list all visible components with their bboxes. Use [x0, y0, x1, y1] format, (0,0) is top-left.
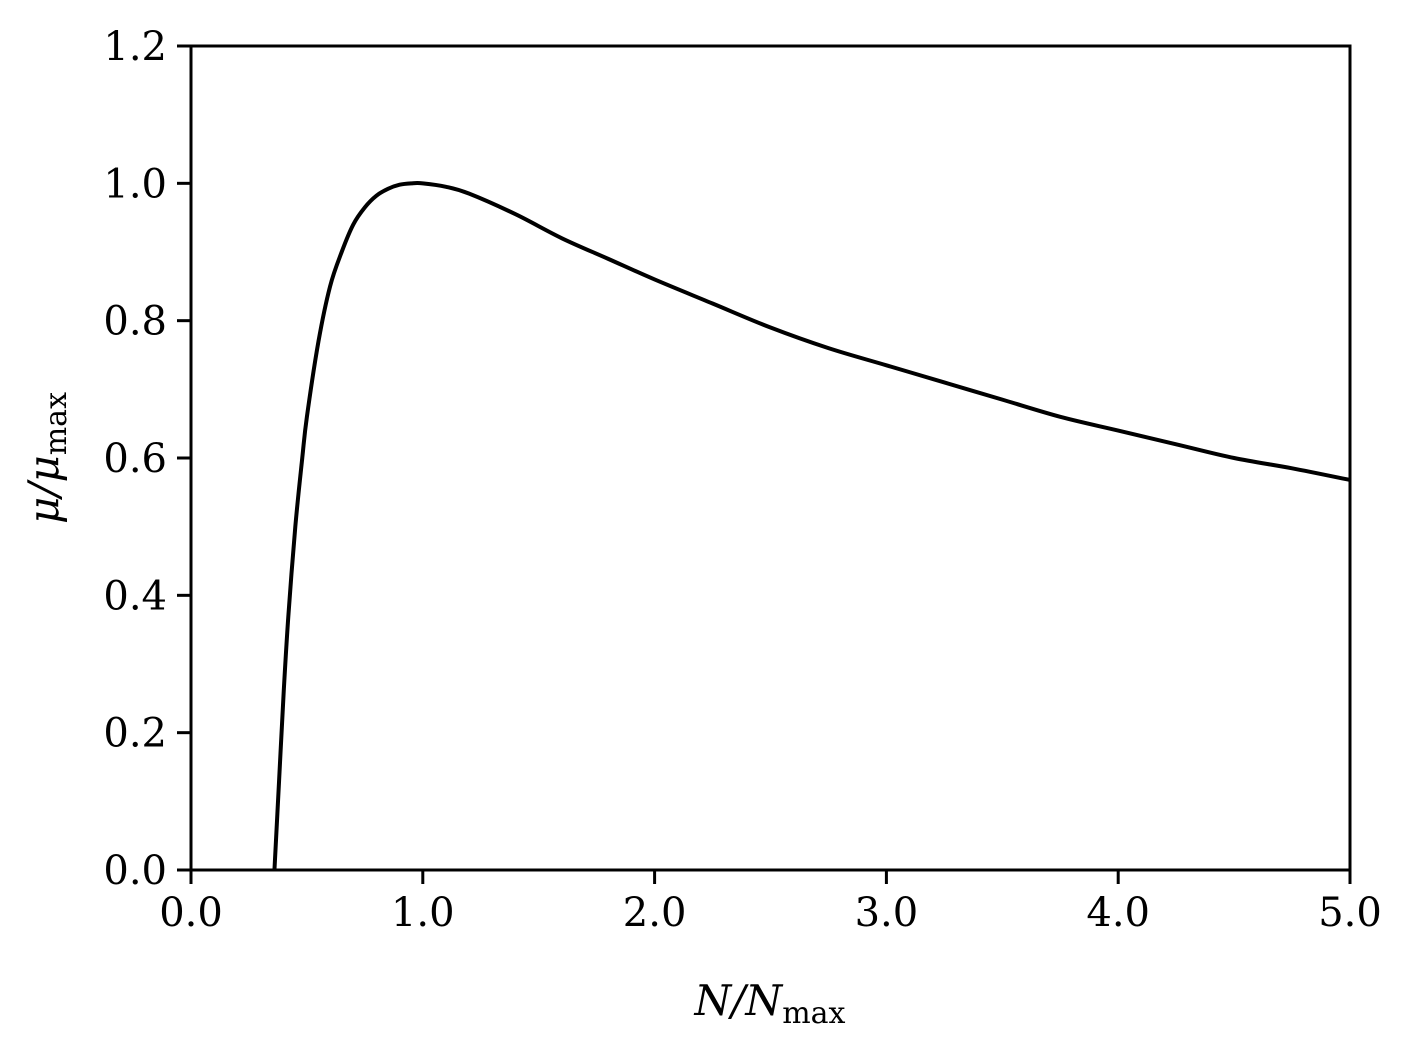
- y-tick-label: 0.2: [103, 711, 167, 757]
- x-tick-label: 1.0: [391, 890, 455, 936]
- y-tick-label: 0.0: [103, 848, 167, 894]
- x-tick-label: 2.0: [623, 890, 687, 936]
- y-axis-label-sub: max: [39, 392, 74, 455]
- x-tick-label: 0.0: [159, 890, 223, 936]
- x-axis-label-main: N/N: [694, 976, 784, 1025]
- plot-frame: [189, 44, 1352, 872]
- x-axis-label: N/Nmax: [694, 976, 846, 1031]
- y-tick-label: 0.8: [103, 299, 167, 345]
- y-tick-label: 1.0: [103, 161, 167, 207]
- x-tick-label: 4.0: [1086, 890, 1150, 936]
- y-axis-ticks: 0.0 0.2 0.4 0.6 0.8 1.0 1.2: [103, 24, 191, 894]
- x-axis-label-sub: max: [782, 996, 845, 1031]
- series-line: [272, 181, 1351, 871]
- y-axis-label-main: μ/μ: [19, 455, 68, 524]
- y-tick-label: 0.6: [103, 436, 167, 482]
- y-axis-label: μ/μmax: [19, 392, 74, 524]
- x-tick-label: 3.0: [855, 890, 919, 936]
- x-tick-label: 5.0: [1318, 890, 1382, 936]
- y-tick-label: 1.2: [103, 24, 167, 70]
- y-tick-label: 0.4: [103, 573, 167, 619]
- x-axis-ticks: 0.0 1.0 2.0 3.0 4.0 5.0: [159, 870, 1382, 936]
